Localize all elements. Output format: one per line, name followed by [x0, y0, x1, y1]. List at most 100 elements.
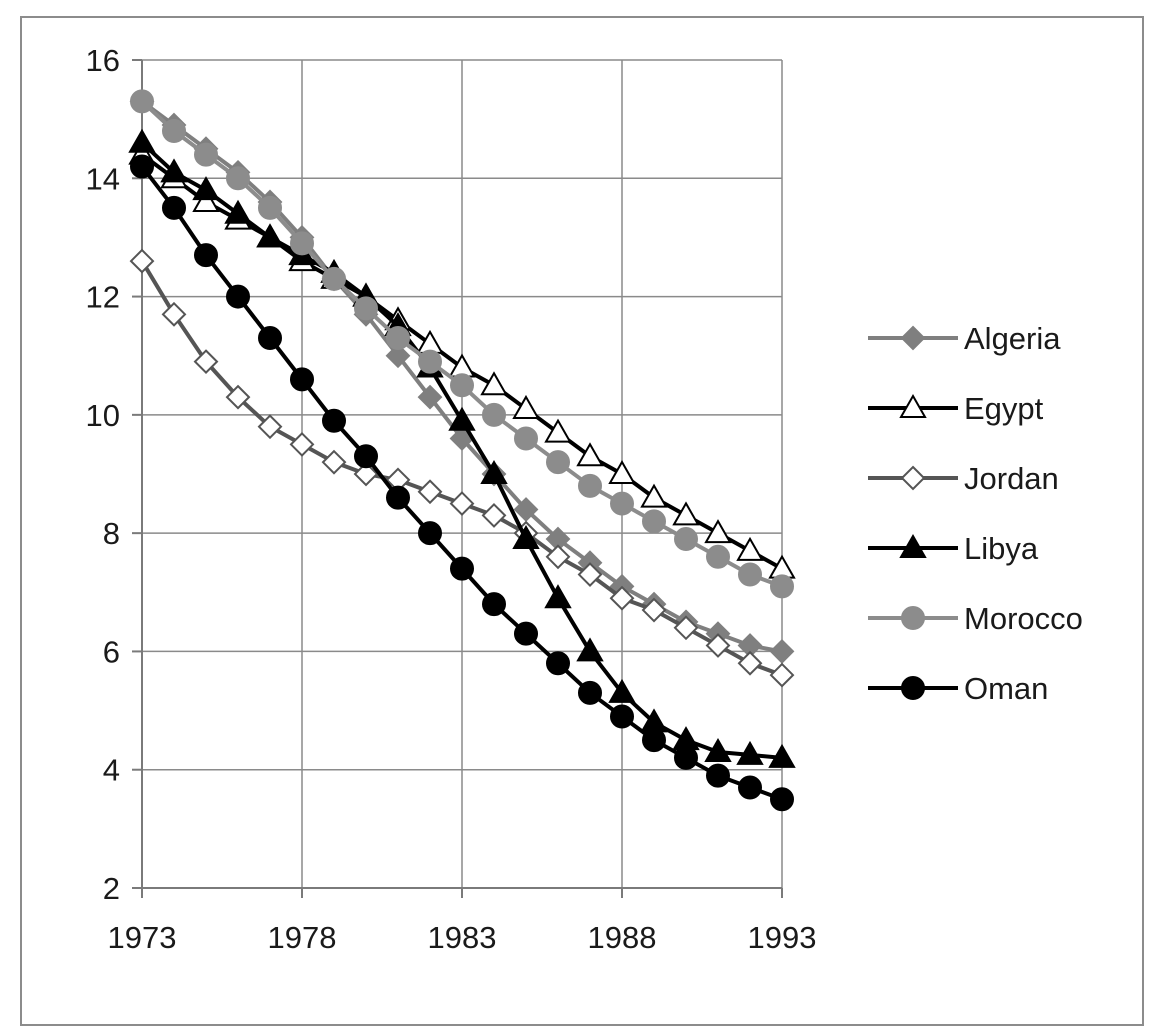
data-point-egypt: [736, 536, 764, 561]
y-tick-label: 10: [86, 398, 120, 433]
data-point-egypt: [608, 459, 636, 484]
data-point-oman: [610, 704, 634, 729]
data-point-jordan: [257, 414, 283, 440]
data-point-oman: [418, 521, 442, 546]
data-point-libya: [608, 678, 636, 703]
data-point-jordan: [673, 615, 699, 641]
data-point-oman: [738, 775, 762, 800]
data-point-morocco: [290, 231, 314, 256]
legend-entry-morocco: Morocco: [868, 601, 1083, 636]
data-point-oman: [578, 680, 602, 705]
legend-entry-oman: Oman: [868, 671, 1048, 706]
data-point-jordan: [609, 585, 635, 611]
data-point-jordan: [353, 461, 379, 487]
data-point-jordan: [737, 650, 763, 676]
data-point-morocco: [258, 195, 282, 220]
data-point-morocco: [322, 266, 346, 291]
data-point-morocco: [194, 142, 218, 167]
data-point-oman: [162, 195, 186, 220]
data-point-morocco: [578, 473, 602, 498]
y-tick-label: 2: [103, 871, 120, 906]
data-point-oman: [290, 367, 314, 392]
legend-swatch-marker: [899, 533, 927, 558]
data-point-egypt: [576, 442, 604, 467]
legend-entry-jordan: Jordan: [868, 461, 1059, 496]
data-point-egypt: [512, 394, 540, 419]
y-tick-label: 8: [103, 516, 120, 551]
data-point-morocco: [418, 349, 442, 374]
data-point-egypt: [640, 483, 668, 508]
data-point-morocco: [130, 89, 154, 114]
data-point-libya: [704, 737, 732, 762]
y-tick-label: 14: [86, 161, 120, 196]
data-point-egypt: [544, 418, 572, 443]
data-point-jordan: [417, 479, 443, 505]
y-tick-label: 16: [86, 43, 120, 78]
data-point-libya: [512, 525, 540, 550]
data-point-oman: [194, 243, 218, 268]
data-point-morocco: [642, 509, 666, 534]
data-point-oman: [674, 745, 698, 770]
data-point-libya: [736, 740, 764, 765]
data-point-morocco: [674, 527, 698, 552]
data-point-libya: [192, 176, 220, 201]
y-tick-label: 12: [86, 280, 120, 315]
data-point-libya: [768, 743, 796, 768]
data-point-oman: [706, 763, 730, 788]
data-point-libya: [160, 158, 188, 183]
legend-label: Algeria: [964, 321, 1061, 356]
data-point-oman: [386, 485, 410, 510]
data-point-libya: [256, 223, 284, 248]
data-point-jordan: [769, 662, 795, 688]
series-morocco: [130, 89, 794, 599]
data-point-morocco: [386, 325, 410, 350]
data-point-egypt: [192, 187, 220, 212]
data-point-oman: [514, 621, 538, 646]
data-point-jordan: [289, 432, 315, 457]
data-point-morocco: [162, 118, 186, 143]
data-point-jordan: [193, 349, 219, 375]
legend-entry-egypt: Egypt: [868, 391, 1044, 426]
x-tick-label: 1973: [108, 920, 177, 955]
x-tick-label: 1983: [428, 920, 497, 955]
data-point-libya: [448, 406, 476, 431]
data-point-jordan: [705, 633, 731, 658]
x-tick-label: 1978: [268, 920, 337, 955]
data-point-morocco: [706, 544, 730, 569]
data-point-jordan: [321, 449, 347, 475]
data-point-jordan: [449, 491, 475, 516]
data-point-morocco: [770, 574, 794, 599]
data-point-morocco: [610, 491, 634, 516]
data-point-libya: [128, 128, 156, 153]
data-point-jordan: [577, 562, 603, 587]
data-point-oman: [258, 325, 282, 350]
data-point-oman: [770, 787, 794, 812]
legend-label: Egypt: [964, 391, 1044, 426]
data-point-libya: [576, 637, 604, 662]
data-point-oman: [226, 284, 250, 309]
legend-swatch-marker: [901, 676, 925, 700]
legend-swatch-marker: [899, 393, 927, 418]
data-point-oman: [450, 556, 474, 581]
y-tick-label: 6: [103, 634, 120, 669]
series-oman: [130, 154, 794, 812]
axis-layer: 2 4 6 8 10 12 14 16 1973 1978 1983 1988 1993: [86, 43, 817, 955]
legend-label: Jordan: [964, 461, 1059, 496]
data-point-morocco: [546, 450, 570, 475]
legend-entry-algeria: Algeria: [868, 321, 1061, 356]
legend-swatch-marker: [901, 606, 925, 630]
data-point-libya: [544, 584, 572, 609]
data-point-jordan: [129, 248, 155, 274]
data-point-jordan: [481, 502, 507, 528]
data-point-oman: [130, 154, 154, 179]
data-point-egypt: [480, 371, 508, 396]
data-point-oman: [482, 592, 506, 617]
data-point-jordan: [641, 597, 667, 623]
data-point-oman: [546, 651, 570, 676]
data-point-oman: [354, 444, 378, 469]
legend-label: Morocco: [964, 601, 1083, 636]
data-point-morocco: [354, 296, 378, 321]
legend: Algeria Egypt Jordan Libya Morocco Oman: [868, 321, 1083, 706]
data-point-egypt: [704, 519, 732, 544]
series-layer: [128, 88, 796, 812]
